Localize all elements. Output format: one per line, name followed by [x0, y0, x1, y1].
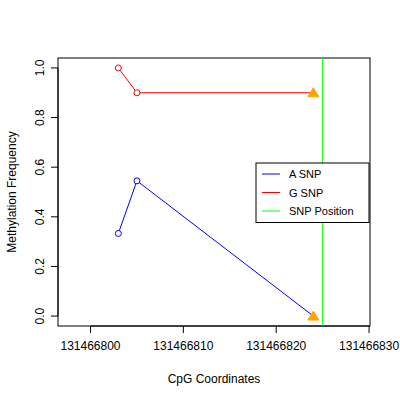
series-line: [118, 68, 313, 93]
y-tick: [51, 167, 58, 168]
legend-key: [262, 174, 280, 175]
plot-area: [115, 58, 322, 326]
x-tick: [276, 326, 277, 333]
plot-frame: [58, 58, 370, 326]
x-axis-title: CpG Coordinates: [168, 372, 261, 386]
y-tick: [51, 117, 58, 118]
legend-label: SNP Position: [289, 205, 354, 217]
x-tick-label: 131466810: [153, 339, 213, 353]
x-tick-label: 131466830: [339, 339, 399, 353]
point: [134, 178, 140, 184]
point: [115, 230, 121, 236]
point: [134, 90, 140, 96]
legend-key: [262, 192, 280, 193]
y-tick: [51, 316, 58, 317]
point: [115, 65, 121, 71]
x-tick-label: 131466800: [60, 339, 120, 353]
legend-key: [262, 211, 280, 212]
y-tick-label: 0.4: [33, 208, 47, 225]
y-axis-title: Methylation Frequency: [5, 131, 19, 252]
y-tick-label: 0.6: [33, 159, 47, 176]
y-tick-label: 0.8: [33, 109, 47, 126]
legend: A SNP G SNP SNP Position: [256, 163, 369, 223]
snp-marker: [308, 311, 319, 320]
y-tick: [51, 216, 58, 217]
x-tick: [183, 326, 184, 333]
y-tick-label: 0.2: [33, 258, 47, 275]
legend-label: G SNP: [289, 187, 323, 199]
chart: 131466800 131466810 131466820 131466830 0.0 0…: [0, 0, 400, 400]
x-tick-label: 131466820: [246, 339, 306, 353]
legend-box: [256, 163, 369, 223]
y-tick-label: 1.0: [33, 59, 47, 76]
x-tick: [369, 326, 370, 333]
legend-label: A SNP: [289, 168, 321, 180]
snp-marker: [308, 88, 319, 97]
x-tick: [90, 326, 91, 333]
y-tick: [51, 266, 58, 267]
y-tick: [51, 67, 58, 68]
y-tick-label: 0.0: [33, 307, 47, 324]
